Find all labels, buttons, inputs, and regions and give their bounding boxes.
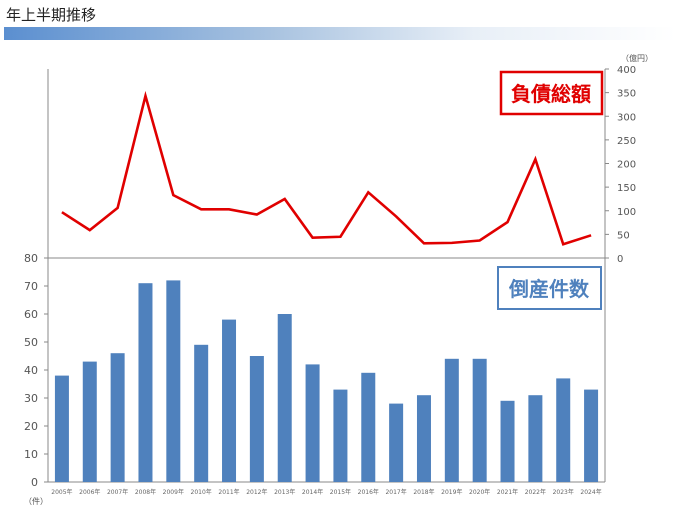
count-title: 倒産件数 (508, 277, 590, 301)
x-tick-label: 2023年 (553, 488, 574, 496)
bar-2023年 (556, 378, 571, 482)
count-title-box (497, 266, 602, 310)
bar-2019年 (444, 358, 459, 482)
bar-2024年 (584, 389, 599, 482)
x-tick-label: 2019年 (441, 488, 462, 496)
x-tick-label: 2024年 (580, 488, 601, 496)
x-tick-label: 2013年 (274, 488, 295, 496)
right-tick-label: 0 (617, 254, 623, 265)
bar-2011年 (222, 319, 237, 482)
left-tick-label: 20 (24, 420, 38, 433)
right-tick-label: 200 (617, 160, 636, 171)
right-tick-label: 400 (617, 65, 636, 76)
x-tick-label: 2007年 (107, 488, 128, 496)
right-tick-label: 350 (617, 89, 636, 100)
bar-2009年 (166, 280, 181, 482)
bar-2015年 (333, 389, 348, 482)
debt-title-box (499, 70, 604, 116)
bar-2007年 (110, 353, 125, 482)
left-tick-label: 70 (24, 280, 38, 293)
left-tick-label: 30 (24, 392, 38, 405)
x-tick-label: 2011年 (218, 488, 239, 496)
count-unit-label: （件） (24, 496, 48, 506)
x-tick-label: 2016年 (358, 488, 379, 496)
bar-2016年 (361, 372, 376, 482)
left-tick-label: 40 (24, 364, 38, 377)
debt-unit-label: （億円） (621, 53, 653, 63)
x-tick-label: 2005年 (51, 488, 72, 496)
x-tick-label: 2014年 (302, 488, 323, 496)
bar-2020年 (472, 358, 487, 482)
right-tick-label: 50 (617, 230, 630, 241)
right-tick-label: 150 (617, 183, 636, 194)
left-tick-label: 0 (31, 476, 38, 489)
debt-title: 負債総額 (511, 82, 591, 106)
x-tick-label: 2008年 (135, 488, 156, 496)
x-tick-label: 2017年 (385, 488, 406, 496)
bar-2014年 (305, 364, 320, 482)
left-tick-label: 60 (24, 308, 38, 321)
page-title: 年上半期推移 (6, 6, 97, 24)
bar-2010年 (194, 344, 209, 482)
bar-2018年 (416, 395, 431, 482)
bar-2017年 (389, 403, 404, 482)
x-tick-label: 2009年 (163, 488, 184, 496)
bar-2005年 (54, 375, 69, 482)
bar-2013年 (277, 314, 292, 482)
x-tick-label: 2018年 (413, 488, 434, 496)
x-tick-label: 2006年 (79, 488, 100, 496)
x-tick-label: 2015年 (330, 488, 351, 496)
left-tick-label: 10 (24, 448, 38, 461)
left-tick-label: 80 (24, 252, 38, 265)
x-tick-label: 2022年 (525, 488, 546, 496)
right-tick-label: 100 (617, 207, 636, 218)
bar-2006年 (82, 361, 97, 482)
left-tick-label: 50 (24, 336, 38, 349)
bar-2021年 (500, 400, 515, 482)
x-tick-label: 2021年 (497, 488, 518, 496)
bar-2008年 (138, 283, 153, 482)
debt-line (61, 90, 592, 246)
x-tick-label: 2020年 (469, 488, 490, 496)
right-tick-label: 250 (617, 136, 636, 147)
title-band (4, 27, 676, 40)
right-tick-label: 300 (617, 112, 636, 123)
bar-2022年 (528, 395, 543, 482)
x-tick-label: 2012年 (246, 488, 267, 496)
bar-2012年 (249, 356, 264, 482)
x-tick-label: 2010年 (191, 488, 212, 496)
